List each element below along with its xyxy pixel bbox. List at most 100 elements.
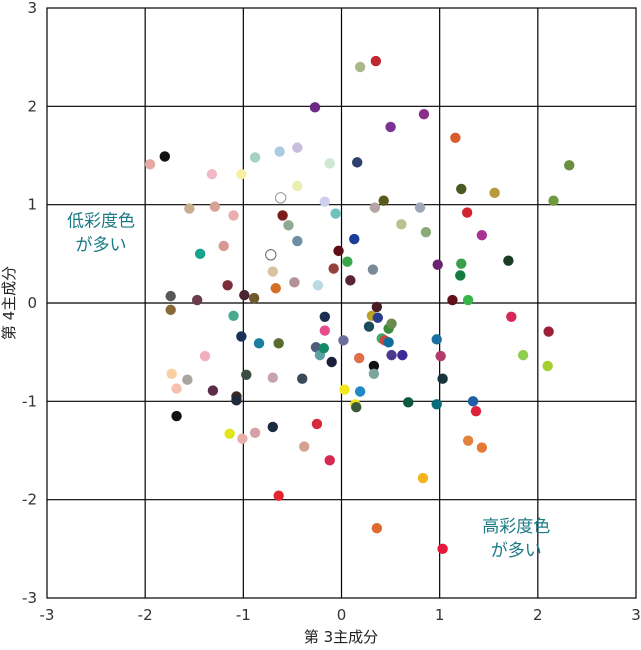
data-point	[369, 202, 381, 213]
annotation-text: 低彩度色	[67, 211, 135, 231]
data-point	[542, 360, 553, 372]
data-point	[386, 349, 397, 361]
data-point	[270, 283, 281, 294]
data-point	[543, 326, 554, 337]
data-point	[241, 369, 252, 380]
data-point	[456, 183, 467, 195]
x-tick-label: -2	[138, 606, 153, 624]
grid-lines	[47, 8, 636, 598]
data-point	[165, 290, 176, 302]
data-point	[403, 397, 414, 408]
data-point	[292, 235, 303, 247]
data-points	[144, 55, 575, 555]
data-point	[236, 168, 247, 180]
data-point	[171, 383, 182, 394]
data-point	[209, 201, 221, 212]
data-point	[431, 399, 442, 410]
data-point	[311, 418, 323, 430]
data-point	[447, 294, 458, 306]
data-point	[199, 350, 211, 362]
data-point	[319, 311, 331, 322]
data-point	[462, 294, 474, 306]
data-point	[333, 245, 344, 257]
data-point	[222, 280, 233, 291]
data-point	[298, 441, 310, 452]
data-point	[456, 258, 467, 269]
data-point	[371, 522, 383, 534]
plot-frame	[46, 7, 637, 599]
data-point	[166, 368, 177, 379]
data-point	[239, 289, 250, 301]
data-point	[517, 349, 529, 361]
data-point	[274, 192, 287, 204]
data-point	[324, 158, 335, 169]
data-point	[310, 342, 322, 353]
data-point	[414, 202, 426, 213]
data-point	[144, 159, 156, 170]
x-axis-title: 第 3主成分	[304, 628, 378, 646]
data-point	[418, 109, 430, 120]
data-point	[277, 210, 288, 221]
data-point	[372, 312, 384, 323]
data-point	[363, 321, 375, 332]
data-point	[368, 360, 380, 372]
x-tick-label: 3	[631, 606, 641, 624]
data-point	[353, 352, 365, 364]
data-point	[506, 311, 517, 322]
y-tick-label: 1	[27, 196, 37, 214]
data-point	[267, 372, 278, 383]
data-point	[218, 240, 229, 252]
data-point	[455, 270, 466, 281]
data-point	[368, 368, 380, 379]
data-point	[462, 435, 474, 446]
data-point	[437, 373, 448, 384]
data-point	[437, 543, 448, 555]
data-point	[207, 385, 219, 396]
data-point	[224, 428, 235, 439]
y-tick-label: 3	[27, 0, 37, 17]
data-point	[420, 227, 432, 238]
data-point	[312, 280, 324, 291]
x-tick-label: 0	[337, 606, 347, 624]
data-point	[489, 187, 500, 199]
x-tick-label: 2	[533, 606, 543, 624]
data-point	[431, 334, 442, 345]
annotation-text: が多い	[491, 541, 542, 561]
data-point	[267, 266, 278, 277]
y-tick-label: -3	[22, 589, 37, 607]
y-tick-label: 0	[27, 294, 37, 312]
x-tick-label: 1	[435, 606, 445, 624]
data-point	[330, 208, 341, 219]
annotation-text: 高彩度色	[482, 517, 550, 537]
data-point	[367, 264, 379, 275]
data-point	[289, 277, 300, 288]
y-axis-title: 第 4主成分	[0, 266, 18, 340]
data-point	[253, 338, 265, 349]
data-point	[476, 229, 488, 241]
data-point	[345, 275, 356, 286]
data-point	[231, 395, 242, 406]
data-point	[292, 142, 303, 153]
data-point	[191, 294, 203, 306]
data-point	[309, 102, 321, 113]
data-point	[273, 490, 284, 501]
data-point	[352, 157, 363, 168]
data-point	[206, 168, 218, 180]
data-point	[548, 195, 559, 206]
y-tick-label: 2	[27, 97, 37, 115]
data-point	[328, 263, 339, 274]
y-tick-label: -2	[22, 491, 37, 509]
annotation-text: が多い	[75, 235, 126, 255]
data-point	[171, 410, 182, 422]
y-tick-label: -1	[22, 392, 37, 410]
data-point	[396, 219, 407, 230]
data-point	[324, 455, 335, 466]
data-point	[386, 318, 397, 329]
data-point	[503, 255, 514, 266]
data-point	[417, 472, 429, 484]
data-point	[297, 373, 308, 384]
data-point	[182, 374, 193, 385]
data-point	[228, 310, 239, 321]
data-point	[318, 343, 330, 354]
